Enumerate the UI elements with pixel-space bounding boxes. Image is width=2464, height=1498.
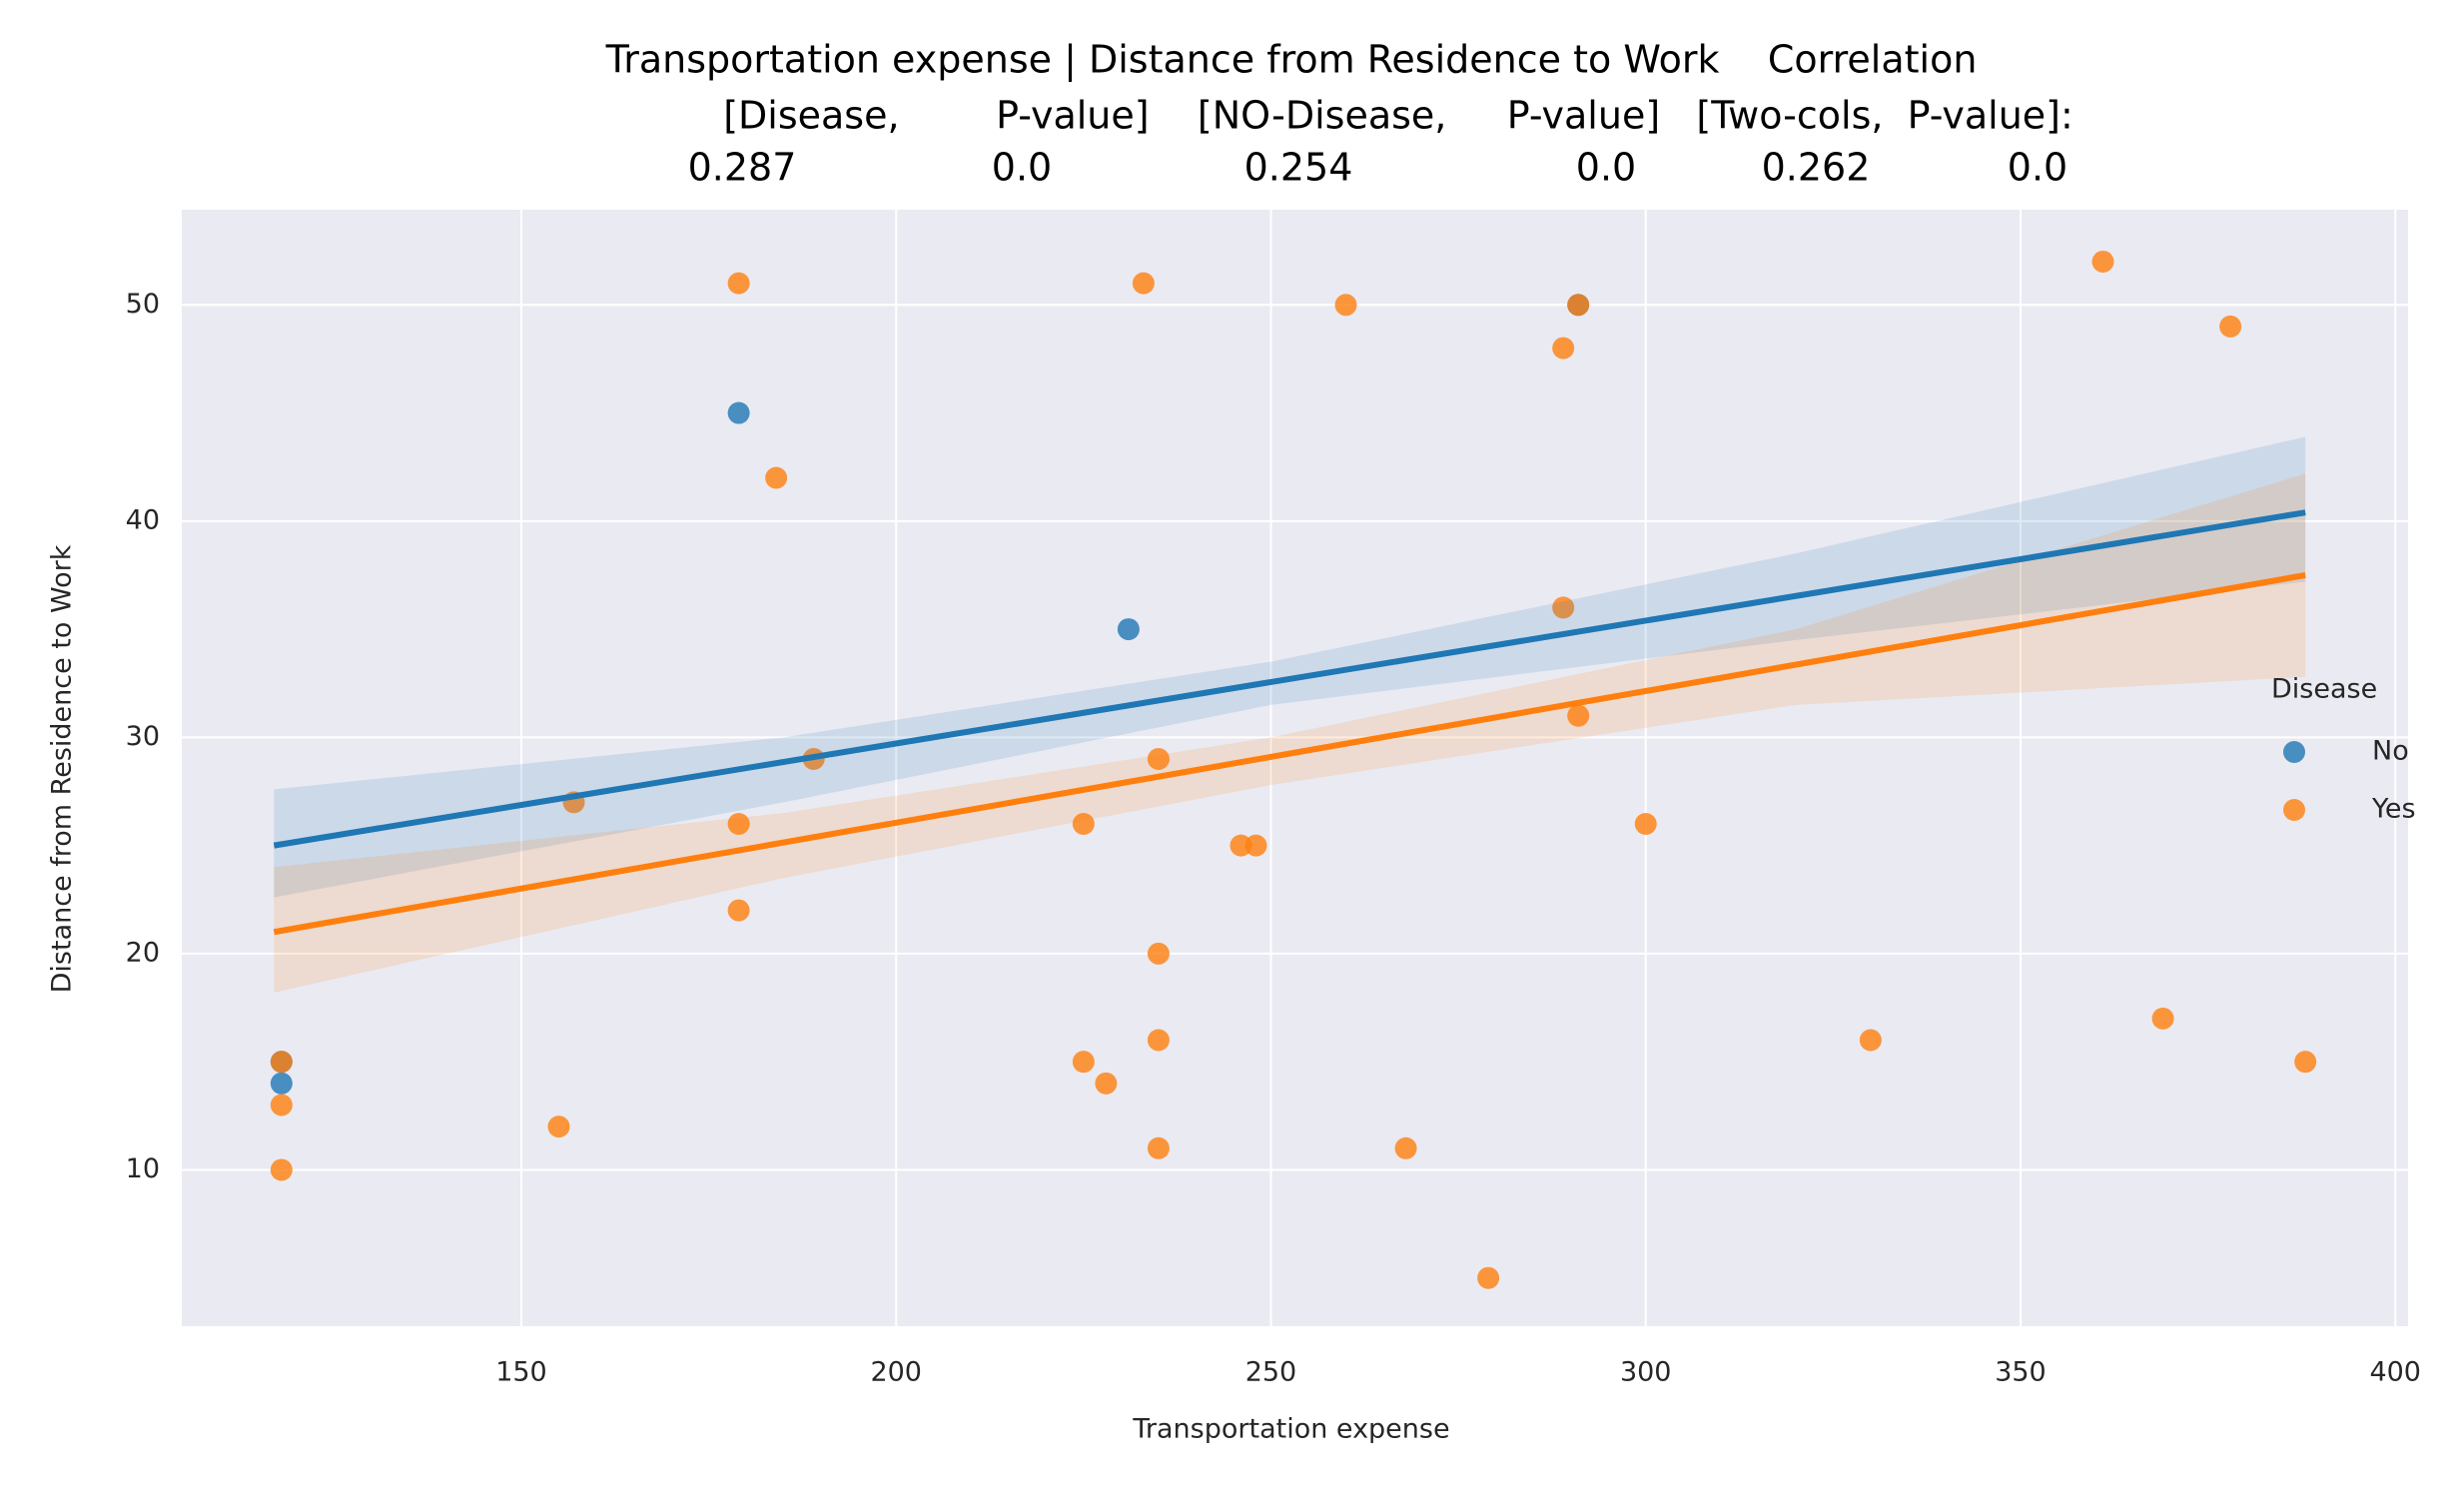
- point: [270, 1158, 293, 1181]
- point: [270, 1072, 293, 1095]
- point: [1634, 812, 1657, 835]
- point: [1394, 1136, 1417, 1159]
- point: [1147, 1029, 1170, 1052]
- chart-title-value: 0.287: [688, 146, 797, 190]
- point: [2294, 1051, 2317, 1074]
- point: [1567, 294, 1590, 317]
- point: [1552, 596, 1575, 619]
- point: [1477, 1266, 1500, 1289]
- point: [2091, 250, 2114, 273]
- chart-title-value: 0.0: [992, 146, 1052, 190]
- legend-marker: [2283, 741, 2305, 763]
- point: [2151, 1007, 2174, 1030]
- point: [1244, 834, 1267, 857]
- point: [1859, 1029, 1882, 1052]
- point: [727, 401, 750, 424]
- x-tick-label: 200: [870, 1357, 922, 1388]
- point: [2219, 315, 2242, 338]
- point: [270, 1094, 293, 1117]
- chart-title-value: 0.262: [1762, 146, 1871, 190]
- plot-background: [182, 210, 2408, 1326]
- point: [1072, 1051, 1095, 1074]
- point: [1147, 1136, 1170, 1159]
- legend-marker: [2283, 799, 2305, 821]
- point: [765, 466, 788, 489]
- regression-line: [273, 509, 2306, 849]
- legend-label: Yes: [2371, 794, 2416, 825]
- y-tick-label: 50: [126, 289, 160, 320]
- chart-title: [Disease, P-value] [NO-Disease, P-value]…: [723, 94, 2073, 138]
- point: [727, 812, 750, 835]
- point: [1132, 272, 1155, 295]
- point: [547, 1116, 570, 1138]
- chart-title-value: 0.0: [2008, 146, 2067, 190]
- legend-title: Disease: [2271, 674, 2377, 705]
- y-tick-label: 30: [126, 721, 160, 752]
- confidence-band: [274, 473, 2306, 993]
- y-axis-label: Distance from Residence to Work: [47, 544, 78, 993]
- point: [1117, 618, 1140, 641]
- x-axis-label: Transportation expense: [1132, 1414, 1449, 1445]
- confidence-band: [274, 436, 2306, 898]
- x-tick-label: 250: [1245, 1357, 1297, 1388]
- y-tick-label: 20: [126, 937, 160, 968]
- x-tick-label: 150: [495, 1357, 547, 1388]
- y-tick-label: 40: [126, 504, 160, 535]
- chart-title: Transportation expense | Distance from R…: [605, 38, 1978, 83]
- regression-line: [273, 571, 2306, 936]
- y-tick-label: 10: [126, 1153, 160, 1184]
- x-tick-label: 300: [1620, 1357, 1672, 1388]
- chart-title-value: 0.254: [1244, 146, 1353, 190]
- x-tick-label: 350: [1995, 1357, 2047, 1388]
- point: [1147, 942, 1170, 965]
- point: [1334, 294, 1357, 317]
- point: [727, 272, 750, 295]
- legend-label: No: [2372, 736, 2409, 767]
- point: [1095, 1072, 1118, 1095]
- point: [270, 1051, 293, 1074]
- x-tick-label: 400: [2369, 1357, 2421, 1388]
- point: [1147, 748, 1170, 771]
- point: [727, 899, 750, 922]
- point: [1552, 337, 1575, 360]
- point: [1072, 812, 1095, 835]
- chart-title-value: 0.0: [1576, 146, 1636, 190]
- point: [1567, 704, 1590, 727]
